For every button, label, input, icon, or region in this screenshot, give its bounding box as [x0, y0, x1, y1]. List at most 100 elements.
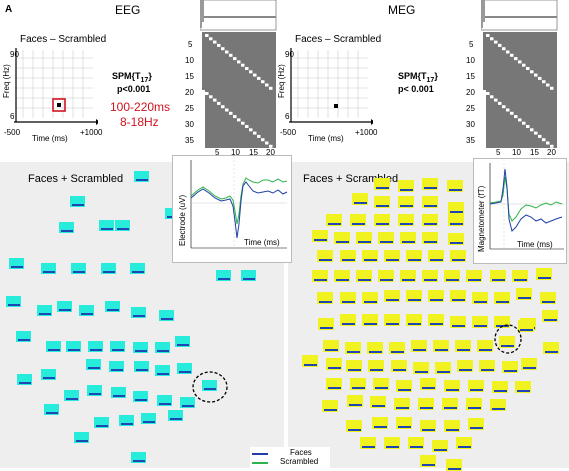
eeg-sensor-tile [168, 410, 183, 421]
design-matrix-cell [249, 70, 253, 74]
eeg-sensor-tile [64, 390, 79, 401]
design-matrix-cell [213, 40, 217, 44]
design-matrix-cell [261, 80, 265, 84]
eeg-sensor-tile [241, 270, 256, 281]
eeg-p-value: p<0.001 [117, 84, 151, 94]
eeg-contrast-label: Faces – Scrambled [20, 34, 107, 45]
meg-sensor-tile [536, 268, 552, 280]
eeg-sensor-tile [115, 220, 130, 231]
meg-sensor-tile [543, 342, 559, 354]
design-matrix-cell [518, 118, 522, 122]
design-matrix-cell [530, 128, 534, 132]
design-matrix-cell [213, 98, 217, 102]
meg-sensor-tile [326, 214, 342, 226]
meg-sensor-tile [345, 342, 361, 354]
meg-sensor-tile [422, 196, 438, 208]
meg-sensor-tile [492, 381, 508, 393]
meg-stat-label: SPM{T17} [398, 71, 438, 84]
design-matrix-cell [241, 121, 245, 125]
meg-sensor-tile [420, 455, 436, 467]
design-matrix-cell [237, 118, 241, 122]
meg-sensor-tile [456, 437, 472, 449]
meg-sensor-tile [466, 270, 482, 282]
meg-sensor-tile [450, 290, 466, 302]
meg-sensor-tile [340, 250, 356, 262]
eeg-sensor-tile [119, 415, 134, 426]
eeg-sensor-tile [16, 331, 31, 342]
meg-sensor-tile [499, 336, 515, 348]
meg-sensor-tile [378, 270, 394, 282]
meg-sensor-tile [428, 314, 444, 326]
design-matrix-cell [522, 121, 526, 125]
meg-sensor-tile [384, 250, 400, 262]
design-matrix-cell [209, 37, 213, 41]
design-matrix-cell [502, 105, 506, 109]
meg-sensor-tile [356, 270, 372, 282]
meg-sensor-tile [317, 250, 333, 262]
eeg-sensor-tile [44, 404, 59, 415]
meg-matrix-xtick: 15 [530, 148, 539, 157]
design-matrix-cell [237, 60, 241, 64]
eeg-xtick-left: -500 [4, 128, 21, 137]
meg-sensor-tile [418, 398, 434, 410]
eeg-matrix-ytick: 35 [185, 136, 194, 145]
legend-label-faces: Faces [290, 448, 312, 457]
meg-sensor-tile [406, 314, 422, 326]
meg-sensor-tile [326, 358, 342, 370]
design-matrix-cell [522, 63, 526, 67]
meg-sensor-tile [312, 230, 328, 242]
design-matrix-cell [217, 43, 221, 47]
design-matrix-cell [233, 57, 237, 61]
design-matrix-cell [217, 101, 221, 105]
meg-sensor-tile [374, 178, 390, 190]
eeg-sensor-tile [6, 296, 21, 307]
meg-matrix-ytick: 15 [466, 72, 475, 81]
design-matrix-cell [550, 86, 554, 90]
meg-contrast-label: Faces – Scrambled [295, 34, 382, 45]
eeg-matrix-ytick: 30 [185, 120, 194, 129]
meg-sensor-tile [450, 250, 466, 262]
meg-sensor-tile [398, 196, 414, 208]
eeg-title: EEG [115, 3, 141, 17]
meg-xtick-left: -500 [280, 128, 297, 137]
meg-sensor-tile [515, 381, 531, 393]
design-matrix-cell [209, 95, 213, 99]
eeg-inset-xlabel: Time (ms) [244, 238, 280, 247]
meg-sensor-tile [444, 420, 460, 432]
eeg-matrix-ytick: 15 [185, 72, 194, 81]
meg-sensor-tile [468, 418, 484, 430]
meg-ytick-bottom: 6 [285, 112, 290, 121]
meg-sensor-tile [494, 292, 510, 304]
design-matrix-cell [253, 73, 257, 77]
design-matrix-cell [498, 101, 502, 105]
meg-matrix-xtick: 20 [547, 148, 556, 157]
meg-sensor-tile [490, 270, 506, 282]
eeg-sensor-tile [57, 301, 72, 312]
meg-sensor-tile [323, 340, 339, 352]
design-matrix-cell [269, 86, 273, 90]
meg-sensor-tile [455, 340, 471, 352]
eeg-design-matrix [200, 0, 277, 148]
eeg-sensor-tile [105, 301, 120, 312]
meg-sensor-tile [384, 437, 400, 449]
eeg-window-freq: 8-18Hz [120, 115, 159, 129]
legend-label-scrambled: Scrambled [280, 457, 319, 466]
design-matrix-cell [249, 128, 253, 132]
meg-sensor-tile [422, 232, 438, 244]
design-matrix-cell [202, 90, 205, 148]
meg-sensor-tile [479, 360, 495, 372]
meg-sensor-tile [356, 232, 372, 244]
design-matrix-cell [257, 76, 261, 80]
eeg-sensor-tile [133, 391, 148, 402]
meg-sensor-tile [413, 362, 429, 374]
eeg-sensor-tile [59, 222, 74, 233]
eeg-sensor-tile [41, 369, 56, 380]
meg-sensor-tile [428, 290, 444, 302]
eeg-sensor-tile [94, 417, 109, 428]
eeg-sensor-tile [74, 432, 89, 443]
design-matrix-cell [514, 115, 518, 119]
design-matrix-cell [205, 34, 209, 37]
design-matrix-cell [510, 111, 514, 115]
meg-sensor-tile [317, 292, 333, 304]
meg-sensor-tile [398, 180, 414, 192]
